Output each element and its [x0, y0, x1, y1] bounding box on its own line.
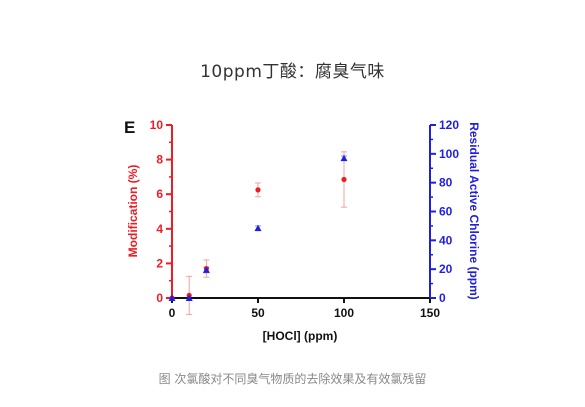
error-bars [186, 151, 347, 315]
y-tick-label-left: 4 [156, 222, 163, 236]
data-point-residual-chlorine [168, 294, 176, 301]
x-tick-label: 100 [334, 306, 354, 320]
y-tick-label-right: 0 [439, 291, 446, 305]
data-point-residual-chlorine [185, 294, 193, 301]
y-axis-title-left: Modification (%) [126, 165, 140, 258]
panel-label: E [124, 118, 135, 137]
y-tick-label-right: 60 [439, 205, 453, 219]
y-tick-label-left: 2 [156, 256, 163, 270]
y-tick-label-right: 40 [439, 233, 453, 247]
data-point-residual-chlorine [254, 224, 262, 232]
x-tick-label: 150 [420, 306, 440, 320]
y-axis-title-right: Residual Active Chlorine (ppm) [467, 122, 481, 300]
y-tick-label-right: 120 [439, 118, 459, 132]
data-point-residual-chlorine [202, 266, 210, 273]
y-tick-label-right: 100 [439, 147, 459, 161]
data-point-modification [255, 187, 261, 193]
data-point-residual-chlorine [340, 154, 348, 162]
page-title: 10ppm丁酸：腐臭气味 [200, 62, 385, 82]
x-tick-label: 0 [169, 306, 176, 320]
x-axis-title: [HOCl] (ppm) [263, 329, 338, 343]
y-tick-label-left: 10 [150, 118, 164, 132]
y-tick-label-left: 0 [156, 291, 163, 305]
figure-caption: 图 次氯酸对不同臭气物质的去除效果及有效氯残留 [158, 372, 427, 386]
y-tick-label-right: 20 [439, 262, 453, 276]
data-marks [168, 154, 348, 301]
y-tick-label-right: 80 [439, 176, 453, 190]
y-tick-label-left: 6 [156, 187, 163, 201]
y-tick-label-left: 8 [156, 153, 163, 167]
x-tick-label: 50 [251, 306, 265, 320]
data-point-modification [341, 176, 347, 183]
